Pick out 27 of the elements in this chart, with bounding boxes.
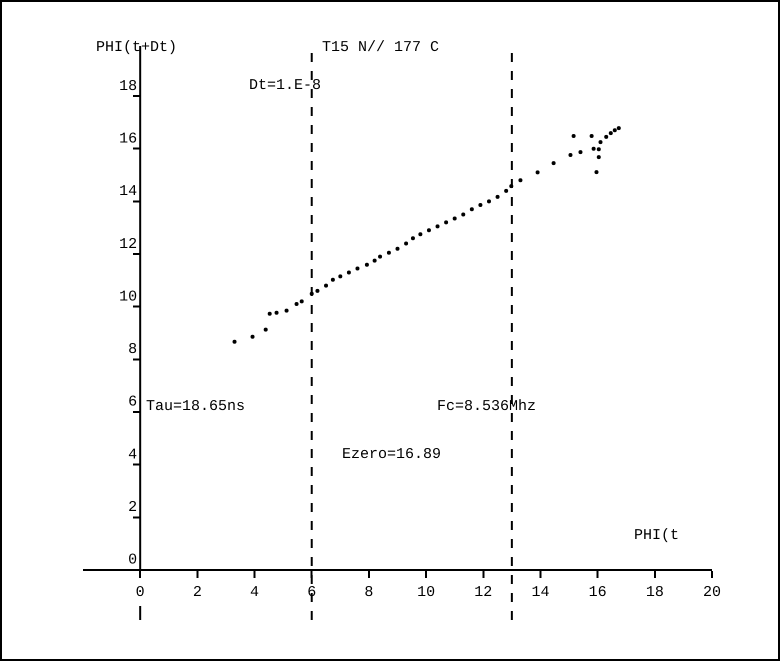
x-axis-title: PHI(t [634, 527, 680, 544]
y-tick-label: 10 [119, 288, 138, 306]
y-tick-label: 14 [119, 183, 138, 200]
x-tick-label: 18 [646, 584, 664, 601]
x-tick-label: 10 [417, 584, 436, 601]
x-tick-label: 2 [192, 584, 202, 601]
y-axis-title: PHI(t+Dt) [96, 39, 178, 56]
y-tick-label: 18 [119, 78, 138, 95]
x-tick-label: 16 [588, 584, 607, 601]
annotation: Ezero=16.89 [342, 446, 442, 463]
annotation: Fc=8.536Mhz [437, 398, 536, 415]
y-tick-label: 4 [128, 446, 138, 464]
y-tick-label: 16 [119, 130, 138, 148]
y-tick-label: 6 [128, 394, 138, 411]
y-tick-label: 12 [119, 236, 138, 253]
x-tick-label: 6 [307, 584, 316, 601]
chart-title: T15 N// 177 C [322, 39, 440, 56]
x-tick-label: 20 [702, 584, 722, 601]
y-tick-label: 2 [128, 499, 138, 516]
x-tick-label: 12 [474, 584, 492, 601]
x-tick-label: 8 [364, 584, 374, 601]
x-tick-label: 4 [250, 584, 260, 601]
y-tick-label: 0 [128, 552, 138, 569]
x-tick-label: 14 [531, 584, 550, 601]
y-tick-label: 8 [128, 341, 138, 358]
annotation: Dt=1.E-8 [249, 77, 322, 94]
annotation: Tau=18.65ns [146, 398, 246, 415]
